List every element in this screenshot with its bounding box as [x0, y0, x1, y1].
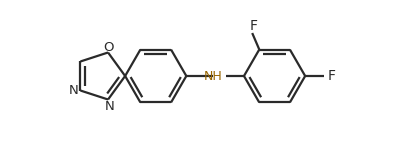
- Text: N: N: [104, 100, 114, 113]
- Text: NH: NH: [204, 69, 223, 83]
- Text: F: F: [249, 19, 257, 33]
- Text: N: N: [69, 84, 79, 97]
- Text: O: O: [103, 41, 113, 54]
- Text: F: F: [327, 69, 335, 83]
